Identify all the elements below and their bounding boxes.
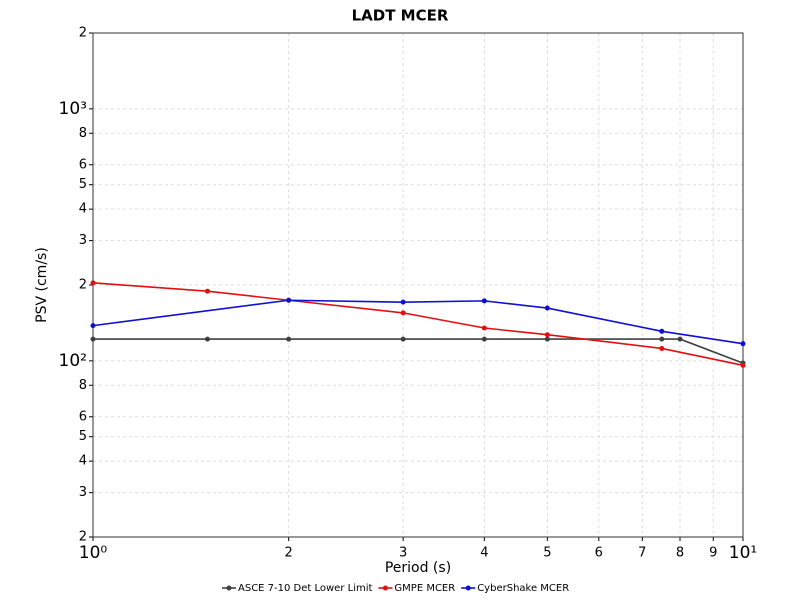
x-tick-label: 10⁰ xyxy=(79,543,108,563)
x-tick-label: 7 xyxy=(638,546,646,561)
data-point xyxy=(740,362,746,368)
data-point xyxy=(544,305,550,311)
data-point xyxy=(544,336,550,342)
y-tick-label: 10³ xyxy=(59,99,87,119)
data-point xyxy=(286,297,292,303)
y-tick-label: 6 xyxy=(79,157,87,172)
y-tick-label: 8 xyxy=(79,378,87,393)
data-point xyxy=(659,328,665,334)
y-tick-label: 5 xyxy=(79,429,87,444)
data-point xyxy=(481,325,487,331)
y-axis-label: PSV (cm/s) xyxy=(34,247,50,323)
y-tick-label: 2 xyxy=(79,530,87,545)
x-tick-label: 4 xyxy=(480,546,488,561)
y-tick-label: 6 xyxy=(79,409,87,424)
data-point xyxy=(90,280,96,286)
data-point xyxy=(400,299,406,305)
x-tick-label: 5 xyxy=(543,546,551,561)
data-point xyxy=(286,336,292,342)
data-point xyxy=(659,345,665,351)
data-point xyxy=(204,336,210,342)
data-point xyxy=(481,298,487,304)
data-point xyxy=(400,336,406,342)
x-tick-label: 2 xyxy=(285,546,293,561)
y-tick-label: 3 xyxy=(79,485,87,500)
data-point xyxy=(677,336,683,342)
legend-marker xyxy=(226,585,232,591)
legend-label: GMPE MCER xyxy=(394,583,455,594)
data-point xyxy=(90,336,96,342)
y-tick-label: 10² xyxy=(59,351,87,371)
data-point xyxy=(659,336,665,342)
x-tick-label: 9 xyxy=(709,546,717,561)
y-tick-label: 2 xyxy=(79,26,87,41)
legend-marker xyxy=(382,585,388,591)
x-tick-label: 10¹ xyxy=(729,543,757,563)
series-line xyxy=(92,282,744,367)
x-tick-label: 3 xyxy=(399,546,407,561)
y-tick-label: 5 xyxy=(79,177,87,192)
data-point xyxy=(400,310,406,316)
x-axis-label: Period (s) xyxy=(385,560,451,576)
x-tick-label: 6 xyxy=(595,546,603,561)
y-tick-label: 4 xyxy=(79,454,87,469)
legend-marker xyxy=(465,585,471,591)
chart-title: LADT MCER xyxy=(352,7,449,25)
y-tick-label: 4 xyxy=(79,202,87,217)
legend-label: ASCE 7-10 Det Lower Limit xyxy=(238,583,372,594)
y-tick-label: 2 xyxy=(79,278,87,293)
legend-label: CyberShake MCER xyxy=(477,583,569,594)
data-point xyxy=(90,323,96,329)
y-tick-label: 8 xyxy=(79,126,87,141)
data-point xyxy=(204,288,210,294)
data-point xyxy=(544,332,550,338)
data-point xyxy=(481,336,487,342)
x-tick-label: 8 xyxy=(676,546,684,561)
data-point xyxy=(740,341,746,347)
y-tick-label: 3 xyxy=(79,233,87,248)
